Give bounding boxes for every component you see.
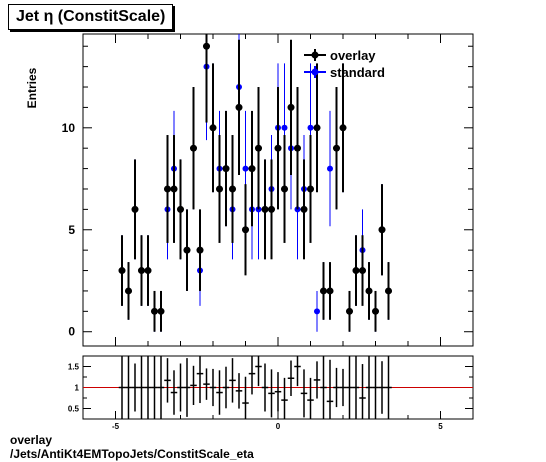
overlay-point <box>229 185 236 193</box>
overlay-point <box>281 185 288 193</box>
y-axis-label: Entries <box>25 67 39 108</box>
overlay-point <box>248 165 256 173</box>
overlay-point <box>209 124 217 132</box>
ratio-y-tick-label: 0.5 <box>68 405 80 414</box>
overlay-point <box>346 307 353 315</box>
overlay-point <box>222 165 230 173</box>
overlay-point <box>261 205 269 213</box>
ratio-x-tick-label: 0 <box>276 422 281 431</box>
overlay-point <box>385 287 392 295</box>
y-tick-label: 5 <box>68 223 75 237</box>
overlay-point <box>300 205 308 213</box>
overlay-point <box>287 103 295 111</box>
overlay-point <box>255 144 262 152</box>
overlay-point <box>307 185 314 193</box>
ratio-x-tick-label: 5 <box>438 422 443 431</box>
overlay-point <box>190 144 197 152</box>
overlay-point <box>151 307 158 315</box>
overlay-point <box>268 205 275 213</box>
overlay-point <box>131 205 139 213</box>
overlay-point <box>138 267 145 275</box>
overlay-point <box>203 42 210 50</box>
overlay-point <box>177 205 184 213</box>
overlay-point <box>170 185 178 193</box>
overlay-point <box>372 307 379 315</box>
overlay-point <box>294 144 301 152</box>
overlay-point <box>216 185 223 193</box>
overlay-point <box>326 287 334 295</box>
standard-point <box>307 124 314 131</box>
overlay-point <box>339 124 347 132</box>
overlay-point <box>313 124 321 132</box>
overlay-point <box>352 267 360 275</box>
y-tick-label: 10 <box>62 121 76 135</box>
footer-line-1: overlay <box>10 433 53 447</box>
overlay-point <box>359 267 366 275</box>
ratio-x-tick-label: -5 <box>112 422 120 431</box>
overlay-point <box>118 267 126 275</box>
standard-point <box>314 308 320 315</box>
legend-marker-overlay <box>311 51 319 59</box>
footer-path: overlay /Jets/AntiKt4EMTopoJets/ConstitS… <box>10 433 254 461</box>
overlay-point <box>235 103 243 111</box>
ratio-y-tick-label: 1 <box>75 384 80 393</box>
overlay-point <box>378 226 386 234</box>
legend-label-overlay: overlay <box>330 48 376 63</box>
overlay-point <box>320 287 327 295</box>
overlay-point <box>183 246 191 254</box>
overlay-point <box>333 144 340 152</box>
legend-marker-standard <box>311 68 319 76</box>
standard-point <box>281 124 288 131</box>
overlay-point <box>144 267 152 275</box>
overlay-point <box>125 287 132 295</box>
y-tick-label: 0 <box>68 325 75 339</box>
overlay-point <box>164 185 171 193</box>
standard-point <box>327 165 333 172</box>
legend-label-standard: standard <box>330 65 385 80</box>
overlay-point <box>196 246 204 254</box>
standard-point <box>242 165 249 172</box>
overlay-point <box>157 307 165 315</box>
ratio-y-tick-label: 1.5 <box>68 363 80 372</box>
chart-title: Jet η (ConstitScale) <box>8 4 174 30</box>
overlay-point <box>242 226 249 234</box>
overlay-point <box>274 144 282 152</box>
footer-line-2: /Jets/AntiKt4EMTopoJets/ConstitScale_eta <box>10 447 254 461</box>
overlay-point <box>365 287 373 295</box>
